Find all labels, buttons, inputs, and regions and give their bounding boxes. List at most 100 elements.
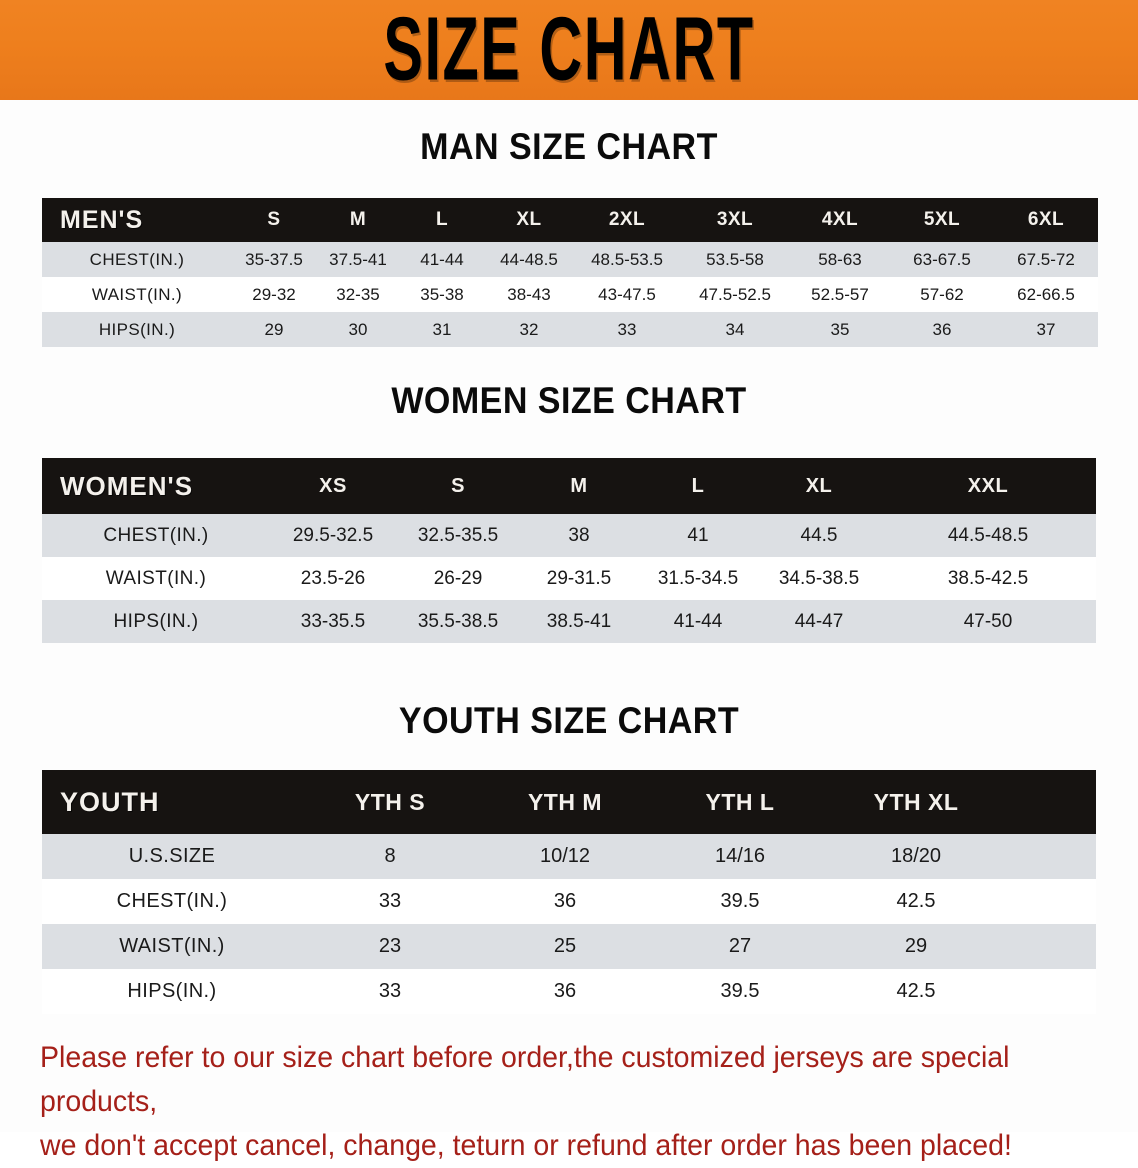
youth-chest-s: 33 [302, 879, 478, 924]
men-hips-s: 29 [232, 312, 316, 347]
women-hips-xl: 44-47 [758, 600, 880, 643]
men-hips-xl: 32 [484, 312, 574, 347]
table-row: CHEST(IN.) 33 36 39.5 42.5 [42, 879, 1096, 924]
men-col-s: S [232, 198, 316, 242]
table-row: U.S.SIZE 8 10/12 14/16 18/20 [42, 834, 1096, 879]
youth-section-title: YOUTH SIZE CHART [398, 700, 740, 741]
men-hips-5xl: 36 [890, 312, 994, 347]
men-chest-4xl: 58-63 [790, 242, 890, 277]
youth-ussize-xl: 18/20 [828, 834, 1004, 879]
women-hips-xxl: 47-50 [880, 600, 1096, 643]
women-col-s: S [396, 458, 520, 514]
men-corner-label: MEN'S [42, 198, 232, 242]
women-chest-s: 32.5-35.5 [396, 514, 520, 557]
women-row-label-chest: CHEST(IN.) [42, 514, 270, 557]
men-chest-3xl: 53.5-58 [680, 242, 790, 277]
women-hips-xs: 33-35.5 [270, 600, 396, 643]
table-row: WAIST(IN.) 23 25 27 29 [42, 924, 1096, 969]
men-row-label-hips: HIPS(IN.) [42, 312, 232, 347]
men-hips-m: 30 [316, 312, 400, 347]
youth-corner-label: YOUTH [42, 770, 302, 834]
women-waist-xxl: 38.5-42.5 [880, 557, 1096, 600]
youth-row-label-chest: CHEST(IN.) [42, 879, 302, 924]
men-hips-4xl: 35 [790, 312, 890, 347]
women-chest-xl: 44.5 [758, 514, 880, 557]
women-col-m: M [520, 458, 638, 514]
women-waist-l: 31.5-34.5 [638, 557, 758, 600]
men-col-3xl: 3XL [680, 198, 790, 242]
women-waist-s: 26-29 [396, 557, 520, 600]
table-row: CHEST(IN.) 35-37.5 37.5-41 41-44 44-48.5… [42, 242, 1098, 277]
women-waist-m: 29-31.5 [520, 557, 638, 600]
men-row-label-waist: WAIST(IN.) [42, 277, 232, 312]
women-section-title: WOMEN SIZE CHART [391, 380, 747, 421]
youth-row-label-waist: WAIST(IN.) [42, 924, 302, 969]
return-policy-line-1: Please refer to our size chart before or… [40, 1041, 1010, 1118]
men-chest-s: 35-37.5 [232, 242, 316, 277]
women-chest-xs: 29.5-32.5 [270, 514, 396, 557]
return-policy-note: Please refer to our size chart before or… [40, 1036, 1047, 1168]
youth-row-label-ussize: U.S.SIZE [42, 834, 302, 879]
men-waist-5xl: 57-62 [890, 277, 994, 312]
men-chest-6xl: 67.5-72 [994, 242, 1098, 277]
youth-hips-s: 33 [302, 969, 478, 1014]
men-waist-4xl: 52.5-57 [790, 277, 890, 312]
men-col-4xl: 4XL [790, 198, 890, 242]
women-size-table: WOMEN'S XS S M L XL XXL CHEST(IN.) 29.5-… [42, 458, 1096, 643]
men-hips-3xl: 34 [680, 312, 790, 347]
men-col-l: L [400, 198, 484, 242]
youth-ussize-m: 10/12 [478, 834, 652, 879]
men-col-xl: XL [484, 198, 574, 242]
table-row: HIPS(IN.) 33 36 39.5 42.5 [42, 969, 1096, 1014]
women-hips-m: 38.5-41 [520, 600, 638, 643]
banner-title: SIZE CHART [383, 0, 755, 100]
youth-hips-l: 39.5 [652, 969, 828, 1014]
youth-col-spacer [1004, 770, 1096, 834]
men-waist-3xl: 47.5-52.5 [680, 277, 790, 312]
women-waist-xl: 34.5-38.5 [758, 557, 880, 600]
men-hips-l: 31 [400, 312, 484, 347]
table-row: CHEST(IN.) 29.5-32.5 32.5-35.5 38 41 44.… [42, 514, 1096, 557]
men-chest-2xl: 48.5-53.5 [574, 242, 680, 277]
men-chest-l: 41-44 [400, 242, 484, 277]
women-row-label-hips: HIPS(IN.) [42, 600, 270, 643]
youth-chest-m: 36 [478, 879, 652, 924]
youth-chest-l: 39.5 [652, 879, 828, 924]
men-row-label-chest: CHEST(IN.) [42, 242, 232, 277]
women-col-xl: XL [758, 458, 880, 514]
men-waist-l: 35-38 [400, 277, 484, 312]
youth-ussize-s: 8 [302, 834, 478, 879]
table-row: HIPS(IN.) 33-35.5 35.5-38.5 38.5-41 41-4… [42, 600, 1096, 643]
women-corner-label: WOMEN'S [42, 458, 270, 514]
women-waist-xs: 23.5-26 [270, 557, 396, 600]
women-chest-l: 41 [638, 514, 758, 557]
youth-cell-spacer [1004, 879, 1096, 924]
table-header-row: YOUTH YTH S YTH M YTH L YTH XL [42, 770, 1096, 834]
youth-col-l: YTH L [652, 770, 828, 834]
women-col-xs: XS [270, 458, 396, 514]
men-chest-xl: 44-48.5 [484, 242, 574, 277]
youth-hips-m: 36 [478, 969, 652, 1014]
women-row-label-waist: WAIST(IN.) [42, 557, 270, 600]
men-waist-s: 29-32 [232, 277, 316, 312]
youth-waist-xl: 29 [828, 924, 1004, 969]
youth-ussize-l: 14/16 [652, 834, 828, 879]
women-chest-m: 38 [520, 514, 638, 557]
youth-col-m: YTH M [478, 770, 652, 834]
youth-row-label-hips: HIPS(IN.) [42, 969, 302, 1014]
women-hips-s: 35.5-38.5 [396, 600, 520, 643]
youth-chest-xl: 42.5 [828, 879, 1004, 924]
men-hips-6xl: 37 [994, 312, 1098, 347]
page-banner: SIZE CHART [0, 0, 1138, 100]
men-chest-m: 37.5-41 [316, 242, 400, 277]
men-waist-2xl: 43-47.5 [574, 277, 680, 312]
youth-size-table: YOUTH YTH S YTH M YTH L YTH XL U.S.SIZE … [42, 770, 1096, 1014]
women-col-xxl: XXL [880, 458, 1096, 514]
youth-cell-spacer [1004, 924, 1096, 969]
youth-waist-s: 23 [302, 924, 478, 969]
youth-cell-spacer [1004, 969, 1096, 1014]
men-col-m: M [316, 198, 400, 242]
table-header-row: WOMEN'S XS S M L XL XXL [42, 458, 1096, 514]
men-col-6xl: 6XL [994, 198, 1098, 242]
